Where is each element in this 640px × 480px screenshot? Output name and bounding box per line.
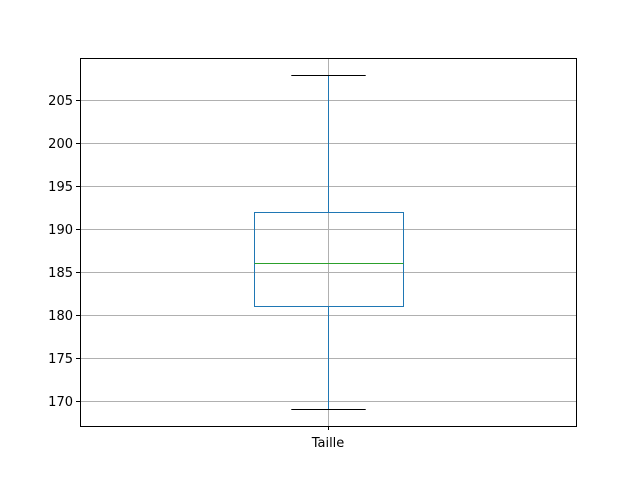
y-tick-label: 200 <box>48 137 73 152</box>
box-plot-marks <box>254 75 404 410</box>
y-tick-label: 185 <box>48 266 73 281</box>
y-tick-label: 180 <box>48 309 73 324</box>
y-tick-label: 190 <box>48 223 73 238</box>
box-iqr <box>254 212 404 307</box>
axis-ticks: 170 175 180 185 190 195 200 205 Taille <box>48 94 344 451</box>
y-tick-label: 195 <box>48 180 73 195</box>
y-tick-label: 175 <box>48 352 73 367</box>
y-tick-label: 205 <box>48 94 73 109</box>
x-tick-label: Taille <box>311 436 345 451</box>
y-tick-label: 170 <box>48 395 73 410</box>
